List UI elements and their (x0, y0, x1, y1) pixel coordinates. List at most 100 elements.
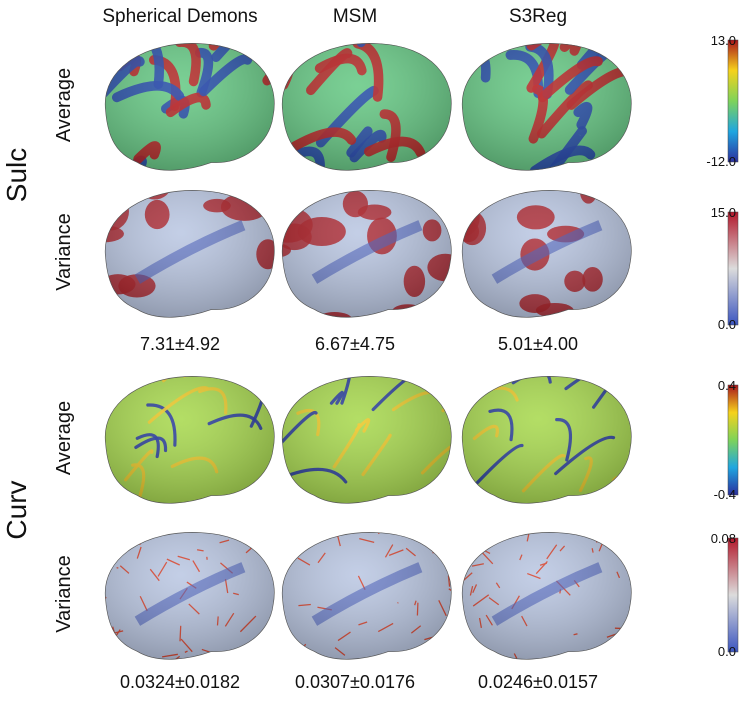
high-variance (242, 190, 272, 204)
shading (95, 524, 286, 670)
brain-surface (445, 166, 643, 328)
fold (443, 352, 452, 368)
high-variance (417, 528, 425, 536)
shading (452, 182, 643, 328)
high-variance (268, 523, 271, 535)
shading (95, 182, 286, 328)
shading (452, 524, 643, 670)
row-label: Variance (53, 555, 75, 632)
column-header: MSM (333, 6, 377, 27)
fold (625, 499, 635, 514)
shading (272, 368, 463, 514)
high-variance (456, 629, 459, 641)
stat: 0.0246±0.0157 (478, 672, 598, 692)
colorbar (728, 212, 738, 325)
high-variance (100, 597, 106, 609)
surface-pattern (452, 516, 643, 678)
high-variance (291, 526, 299, 532)
stat: 0.0324±0.0182 (120, 672, 240, 692)
high-variance (291, 522, 305, 533)
fold (445, 362, 466, 391)
stat: 5.01±4.00 (498, 334, 578, 354)
fold (213, 33, 233, 46)
high-variance (612, 536, 626, 546)
high-variance (407, 653, 412, 657)
fold (277, 70, 289, 85)
brain-surface (253, 182, 463, 328)
shading (272, 524, 463, 670)
fold (282, 34, 304, 50)
colorbar-max: 13.0 (711, 33, 736, 48)
stat: 0.0307±0.0176 (295, 672, 415, 692)
colorbar-max: 15.0 (711, 205, 736, 220)
row-label: Average (53, 68, 75, 142)
brain-surface (272, 19, 482, 181)
brain-surface (452, 516, 643, 678)
colorbar-max: 0.4 (718, 378, 736, 393)
column-header: S3Reg (509, 6, 567, 27)
fold (421, 494, 465, 506)
colorbar (728, 40, 738, 162)
surface-pattern (445, 19, 643, 181)
shading (452, 368, 643, 514)
high-variance (286, 527, 298, 539)
high-variance (271, 534, 280, 549)
high-variance (593, 516, 606, 532)
high-variance (455, 520, 459, 529)
colorbar-min: 0.0 (718, 644, 736, 659)
surface-pattern (266, 518, 462, 670)
shading (95, 35, 286, 181)
high-variance (438, 649, 446, 658)
stat: 7.31±4.92 (140, 334, 220, 354)
high-variance (233, 303, 277, 327)
shading (272, 182, 463, 328)
section-label: Curv (1, 480, 32, 539)
colorbar (728, 385, 738, 495)
column-header: Spherical Demons (102, 6, 257, 27)
brain-surface (95, 523, 286, 670)
brain-surface (266, 518, 462, 670)
high-variance (104, 641, 114, 646)
shading (452, 35, 643, 181)
brain-surface (95, 0, 286, 181)
high-variance (110, 653, 114, 662)
high-variance (285, 532, 291, 546)
high-variance (359, 525, 362, 532)
high-variance (450, 615, 455, 617)
high-variance (499, 527, 503, 533)
surface-pattern (445, 337, 643, 513)
fold (121, 502, 148, 518)
brain-surface (445, 337, 643, 513)
surface-pattern (95, 523, 286, 670)
fold (383, 353, 401, 370)
fold (609, 337, 630, 368)
fold (96, 492, 127, 506)
row-label: Variance (53, 213, 75, 290)
brain-surface (85, 172, 286, 328)
colorbar-max: 0.08 (711, 531, 736, 546)
colorbar-min: -12.0 (706, 154, 736, 169)
high-variance (459, 166, 505, 198)
fold (440, 482, 452, 493)
colorbar-min: 0.0 (718, 317, 736, 332)
row-label: Average (53, 401, 75, 475)
fold (186, 358, 213, 369)
shading (95, 368, 286, 514)
colorbar-min: -0.4 (714, 487, 736, 502)
brain-surface (445, 19, 643, 181)
fold (476, 368, 485, 392)
fold (276, 22, 315, 57)
shading (272, 35, 463, 181)
surface-pattern (85, 172, 286, 328)
high-variance (296, 533, 301, 549)
fold (267, 57, 283, 81)
high-variance (631, 649, 640, 655)
surface-pattern (253, 182, 463, 328)
surface-pattern (95, 0, 286, 181)
high-variance (211, 656, 222, 659)
high-variance (98, 543, 100, 553)
high-variance (617, 633, 627, 644)
stat: 6.67±4.75 (315, 334, 395, 354)
high-variance (269, 550, 285, 555)
